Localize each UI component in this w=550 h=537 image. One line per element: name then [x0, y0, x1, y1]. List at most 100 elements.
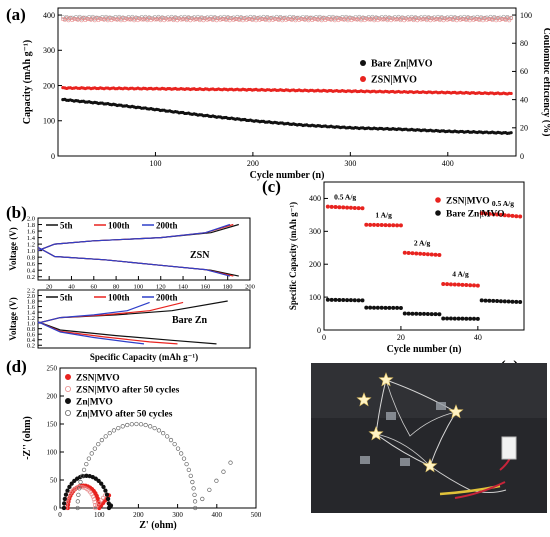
data-point-zsn-mvo — [325, 204, 330, 209]
data-point-zn-mvo-after-50-cycles — [75, 505, 80, 511]
data-point-zn-mvo-after-50-cycles — [89, 451, 94, 456]
data-point-bare-zn-mvo — [483, 298, 488, 303]
data-point-zsn-mvo — [456, 282, 461, 287]
data-point-zn-mvo-after-50-cycles — [148, 424, 153, 429]
y-tick-label: 0.8 — [27, 326, 35, 333]
data-point-ce-zsn-mvo — [441, 18, 446, 23]
legend-label-100th: 100th — [108, 221, 130, 231]
data-point-ce-bare-zn-mvo — [222, 14, 227, 19]
data-point-zn-mvo-after-50-cycles — [192, 499, 198, 504]
data-point-ce-bare-zn-mvo — [436, 14, 440, 19]
data-point-zn-mvo — [61, 501, 67, 506]
data-point-ce-zsn-mvo — [272, 17, 277, 21]
data-point-zn-mvo-after-50-cycles — [175, 446, 181, 451]
data-point-ce-zsn-mvo — [197, 18, 202, 23]
data-point-ce-zsn-mvo — [332, 18, 337, 23]
data-point-bare-zn-mvo — [345, 298, 350, 303]
y-tick-label: 0.8 — [27, 254, 35, 261]
data-point-ce-zsn-mvo — [426, 16, 431, 21]
data-point-ce-bare-zn-mvo — [454, 16, 459, 21]
data-point-ce-bare-zn-mvo — [344, 14, 348, 19]
data-point-ce-bare-zn-mvo — [74, 14, 78, 19]
x-tick-label: 60 — [91, 284, 98, 291]
led-star — [422, 458, 438, 473]
data-point-ce-bare-zn-mvo — [237, 17, 242, 21]
data-point-ce-bare-zn-mvo — [464, 17, 469, 21]
data-point-ce-bare-zn-mvo — [481, 16, 485, 21]
data-point-ce-zsn-mvo — [226, 16, 230, 21]
data-point-ce-bare-zn-mvo — [79, 16, 84, 21]
data-point-bare-zn-mvo — [510, 299, 515, 304]
data-point-ce-zsn-mvo — [265, 16, 270, 21]
data-point-ce-zsn-mvo — [407, 17, 412, 22]
x-tick-label: 160 — [200, 284, 210, 291]
data-point-ce-zsn-mvo — [406, 17, 410, 22]
y-tick-label: 400 — [43, 11, 55, 20]
data-point-ce-bare-zn-mvo — [280, 16, 285, 21]
data-point-ce-zsn-mvo — [186, 16, 191, 21]
data-point-bare-zn-mvo — [333, 297, 338, 302]
data-point-bare-zn-mvo — [422, 311, 426, 316]
data-point-ce-zsn-mvo — [192, 17, 197, 22]
data-point-bare-zn-mvo — [441, 316, 446, 321]
data-point-ce-zsn-mvo — [171, 18, 176, 23]
data-point-ce-zsn-mvo — [105, 18, 110, 23]
data-point-zn-mvo-after-50-cycles — [188, 473, 193, 479]
plot-frame-b_bottom — [37, 289, 251, 349]
data-point-ce-zsn-mvo — [321, 16, 326, 21]
data-point-ce-zsn-mvo — [235, 16, 240, 21]
data-point-zsn-mvo — [341, 205, 346, 210]
data-point-bare-zn-mvo — [410, 311, 415, 316]
data-point-ce-zsn-mvo — [70, 18, 75, 22]
data-point-zsn-mvo — [429, 252, 434, 257]
y-tick-label: 1.8 — [27, 298, 35, 305]
data-point-ce-zsn-mvo — [385, 18, 390, 23]
data-point-ce-zsn-mvo — [452, 16, 457, 21]
data-point-zn-mvo — [96, 478, 101, 484]
data-point-ce-zsn-mvo — [124, 16, 129, 21]
data-point-zn-mvo-after-50-cycles — [191, 486, 196, 491]
data-point-bare-zn-mvo — [452, 316, 457, 321]
y-tick-label: 1.0 — [27, 320, 35, 327]
data-point-zsn-mvo — [487, 211, 492, 216]
data-point-ce-zsn-mvo — [152, 17, 157, 22]
data-point-ce-zsn-mvo — [274, 17, 279, 21]
data-point-ce-zsn-mvo — [173, 16, 178, 21]
legend-marker-1 — [435, 210, 441, 216]
y-tick-label: 100 — [47, 448, 58, 456]
data-point-ce-zsn-mvo — [394, 17, 399, 22]
data-point-ce-bare-zn-mvo — [274, 14, 279, 19]
y-tick-label: 1.8 — [27, 222, 35, 229]
data-point-ce-zsn-mvo — [184, 18, 189, 23]
data-point-ce-zsn-mvo — [319, 18, 324, 23]
data-point-ce-zsn-mvo — [466, 16, 470, 21]
y-tick-label: 0 — [54, 504, 58, 512]
panel-label-c: (c) — [262, 177, 281, 196]
data-point-zsn-mvo — [414, 251, 419, 256]
data-point-ce-zsn-mvo — [145, 18, 150, 23]
y-tick-label: 0 — [317, 326, 321, 335]
data-point-ce-zsn-mvo — [368, 17, 373, 22]
data-point-ce-zsn-mvo — [494, 18, 499, 23]
x-tick-label: 0 — [58, 511, 62, 519]
data-point-bare-zn-mvo — [406, 311, 411, 316]
data-point-ce-zsn-mvo — [460, 17, 465, 22]
data-point-ce-zsn-mvo — [421, 17, 425, 22]
plot-frame-b_top — [37, 217, 251, 281]
data-point-bare-zn-mvo — [391, 305, 396, 310]
data-point-ce-zsn-mvo — [111, 16, 116, 21]
data-point-zn-mvo — [99, 481, 104, 486]
data-point-ce-zsn-mvo — [126, 17, 131, 22]
y-tick-label: 100 — [43, 117, 55, 126]
data-point-ce-zsn-mvo — [227, 18, 232, 23]
data-point-ce-zsn-mvo — [166, 17, 170, 22]
chart-d: 0 100 200 300 400 500 0 50 100 150 200 250 Z' (ohm) -… — [22, 364, 262, 531]
data-point-zn-mvo-after-50-cycles — [228, 460, 233, 465]
data-point-ce-zsn-mvo — [214, 18, 219, 23]
data-point-zsn-mvo — [475, 283, 480, 288]
data-point-zn-mvo — [61, 505, 67, 511]
data-point-zsn-mvo — [387, 223, 392, 228]
y-tick-label: 1.2 — [27, 315, 35, 322]
data-point-zsn-mvo — [518, 214, 523, 219]
